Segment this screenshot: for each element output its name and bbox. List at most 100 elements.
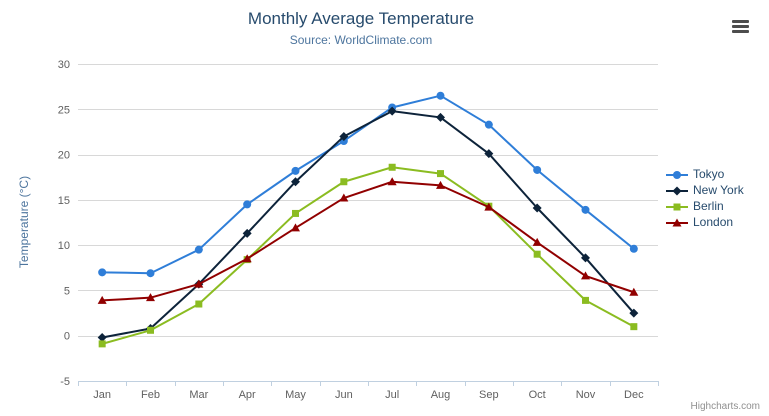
berlin-point[interactable] (630, 323, 638, 331)
london-point[interactable] (146, 293, 155, 302)
x-axis-label: Mar (189, 389, 208, 401)
legend-label: Tokyo (693, 167, 725, 181)
y-axis-label: 5 (64, 285, 70, 297)
y-axis-title: Temperature (°C) (17, 175, 31, 269)
x-axis-label: Sep (479, 389, 499, 401)
legend-item-london[interactable]: London (666, 216, 744, 229)
export-menu-button[interactable] (732, 20, 749, 33)
hamburger-menu-icon (732, 20, 749, 33)
x-axis-label: Nov (576, 389, 596, 401)
london-point[interactable] (484, 202, 494, 211)
y-axis-label: 20 (58, 150, 70, 162)
london-point[interactable] (97, 295, 107, 304)
new-york-point[interactable] (436, 112, 445, 122)
new-york-point[interactable] (581, 253, 590, 263)
y-axis-label: -5 (60, 376, 70, 388)
legend-item-new-york[interactable]: New York (666, 184, 744, 197)
berlin-point[interactable] (98, 340, 106, 348)
london-point[interactable] (194, 279, 204, 288)
tokyo-point[interactable] (629, 244, 638, 253)
london-point[interactable] (291, 223, 300, 232)
x-axis-label: Feb (141, 389, 160, 401)
x-axis-label: Jun (335, 389, 353, 401)
legend-label: Berlin (693, 199, 724, 213)
legend-label: New York (693, 183, 744, 197)
tokyo-line[interactable] (101, 94, 635, 275)
legend-label: London (693, 215, 734, 229)
chart-title: Monthly Average Temperature (247, 9, 475, 28)
chart-subtitle: Source: WorldClimate.com (289, 33, 433, 47)
new-york-point[interactable] (387, 106, 397, 116)
square-marker-icon (673, 203, 681, 210)
x-axis-label: May (285, 389, 306, 401)
menu-bar (732, 30, 749, 33)
tokyo-point[interactable] (436, 91, 445, 100)
x-axis-label: Jul (385, 389, 399, 401)
y-axis-label: 15 (58, 195, 70, 207)
london-line[interactable] (101, 180, 635, 302)
tokyo-point[interactable] (243, 200, 252, 209)
legend-item-berlin[interactable]: Berlin (666, 200, 744, 213)
tokyo-point[interactable] (291, 166, 300, 175)
y-gridlines (78, 64, 658, 382)
berlin-line[interactable] (101, 166, 635, 345)
new-york-point[interactable] (629, 308, 639, 318)
berlin-point[interactable] (437, 170, 444, 178)
new-york-line[interactable] (101, 110, 635, 339)
new-york-point[interactable] (242, 228, 252, 238)
london-point[interactable] (581, 271, 590, 280)
axis-labels: -5 0 5 10 15 20 25 30 Jan Feb Mar Apr May Jun Jul Aug Se… (58, 59, 644, 401)
tokyo-point[interactable] (533, 165, 542, 174)
menu-bar (732, 20, 749, 23)
tokyo-series-icon (666, 170, 688, 179)
y-axis-label: 25 (58, 104, 70, 116)
series-tokyo[interactable] (98, 91, 638, 278)
legend: Tokyo New York Berlin London (666, 168, 744, 229)
tokyo-point[interactable] (146, 269, 155, 278)
tokyo-point[interactable] (581, 205, 590, 214)
y-axis-label: 10 (58, 240, 70, 252)
x-axis-label: Jan (93, 389, 111, 401)
diamond-marker-icon (672, 186, 682, 195)
berlin-series-icon (666, 203, 688, 210)
series-london[interactable] (97, 177, 639, 304)
x-axis-label: Apr (239, 389, 256, 401)
tokyo-point[interactable] (98, 268, 107, 277)
berlin-point[interactable] (340, 178, 348, 186)
new-york-point[interactable] (291, 177, 300, 187)
london-point[interactable] (242, 254, 252, 263)
y-axis-label: 0 (64, 331, 70, 343)
x-axis-ticks (78, 381, 659, 386)
tokyo-point[interactable] (484, 120, 493, 129)
menu-bar (732, 25, 749, 28)
london-point[interactable] (436, 180, 445, 189)
x-axis-label: Oct (529, 389, 546, 401)
new-york-point[interactable] (339, 131, 349, 141)
tokyo-point[interactable] (194, 245, 203, 254)
highcharts-credit-link[interactable]: Highcharts.com (690, 401, 760, 412)
berlin-point[interactable] (147, 326, 154, 334)
y-axis-label: 30 (58, 59, 70, 71)
berlin-point[interactable] (292, 209, 299, 217)
london-series-icon (666, 218, 688, 226)
london-point[interactable] (532, 237, 542, 246)
berlin-point[interactable] (533, 250, 541, 258)
new-york-point[interactable] (532, 203, 542, 213)
london-point[interactable] (387, 177, 397, 186)
new-york-series-icon (666, 186, 688, 195)
x-axis-label: Dec (624, 389, 644, 401)
legend-item-tokyo[interactable]: Tokyo (666, 168, 744, 181)
berlin-point[interactable] (582, 296, 589, 304)
circle-marker-icon (673, 170, 681, 179)
new-york-point[interactable] (97, 333, 107, 343)
triangle-marker-icon (672, 218, 682, 226)
london-point[interactable] (629, 287, 639, 296)
london-point[interactable] (339, 193, 349, 202)
x-axis-label: Aug (431, 389, 451, 401)
new-york-point[interactable] (484, 149, 494, 159)
berlin-point[interactable] (195, 300, 203, 308)
berlin-point[interactable] (388, 163, 396, 171)
series-new-york[interactable] (97, 106, 639, 343)
